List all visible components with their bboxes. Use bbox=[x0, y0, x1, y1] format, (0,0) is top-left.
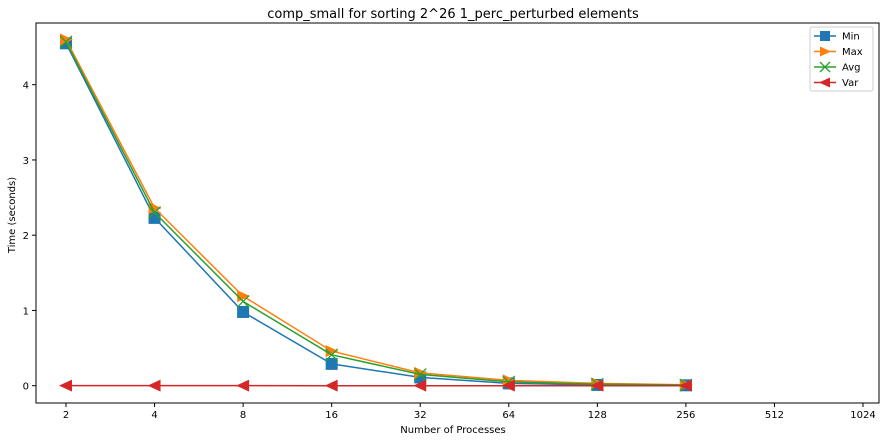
data-point-max bbox=[502, 374, 516, 387]
data-point-var bbox=[147, 379, 161, 392]
series-avg bbox=[59, 35, 693, 392]
series-var bbox=[59, 379, 692, 392]
legend: Min Max Avg Var bbox=[809, 26, 874, 92]
data-point-avg bbox=[59, 35, 73, 49]
x-tick-label: 16 bbox=[325, 410, 338, 421]
x-tick-label: 2 bbox=[63, 410, 69, 421]
legend-marker-max bbox=[820, 46, 831, 57]
x-tick-label: 32 bbox=[414, 410, 427, 421]
data-point-avg bbox=[413, 367, 427, 381]
y-axis-label: Time (seconds) bbox=[7, 177, 18, 254]
data-point-avg bbox=[148, 206, 162, 220]
data-point-var bbox=[413, 379, 427, 392]
legend-label-min: Min bbox=[842, 32, 860, 43]
legend-item-avg: Avg bbox=[814, 61, 861, 74]
data-point-max bbox=[60, 33, 73, 46]
data-point-min bbox=[237, 305, 250, 318]
x-tick-label: 64 bbox=[502, 410, 515, 421]
data-point-min bbox=[148, 211, 161, 224]
data-point-avg bbox=[325, 348, 339, 362]
data-point-max bbox=[148, 202, 162, 215]
series-max bbox=[60, 33, 693, 391]
x-tick-label: 512 bbox=[765, 410, 784, 421]
data-point-var bbox=[59, 379, 72, 392]
data-point-var bbox=[236, 379, 250, 392]
legend-marker-avg bbox=[819, 61, 831, 73]
data-point-var bbox=[324, 379, 338, 392]
legend-label-max: Max bbox=[842, 47, 863, 58]
legend-box bbox=[809, 26, 874, 92]
y-tick-label: 4 bbox=[23, 81, 29, 92]
data-point-max bbox=[414, 366, 428, 379]
y-axis: 0 1 2 3 4 bbox=[23, 81, 36, 393]
x-tick-label: 4 bbox=[151, 410, 157, 421]
y-tick-label: 3 bbox=[23, 156, 29, 167]
data-point-var bbox=[590, 379, 604, 392]
legend-marker-min bbox=[820, 31, 830, 41]
data-point-var bbox=[678, 379, 692, 392]
data-point-avg bbox=[236, 294, 250, 308]
series-min bbox=[60, 37, 692, 392]
x-axis-label: Number of Processes bbox=[400, 425, 505, 436]
legend-marker-var bbox=[819, 77, 830, 88]
series-line-min bbox=[65, 42, 686, 387]
legend-item-var: Var bbox=[814, 77, 859, 89]
y-tick-label: 1 bbox=[23, 306, 29, 317]
series-line-max bbox=[65, 39, 686, 386]
x-tick-label: 8 bbox=[240, 410, 246, 421]
legend-item-min: Min bbox=[814, 31, 860, 43]
series-layer bbox=[59, 33, 693, 392]
y-tick-label: 0 bbox=[23, 382, 29, 393]
plot-area bbox=[35, 22, 880, 404]
data-point-max bbox=[325, 345, 339, 358]
x-tick-label: 1024 bbox=[850, 410, 875, 421]
x-tick-label: 256 bbox=[676, 410, 695, 421]
chart-title: comp_small for sorting 2^26 1_perc_pertu… bbox=[267, 7, 639, 22]
x-tick-label: 128 bbox=[588, 410, 607, 421]
legend-label-avg: Avg bbox=[842, 63, 861, 74]
data-point-min bbox=[325, 357, 338, 370]
x-axis: 2 4 8 16 32 64 128 256 512 1024 bbox=[63, 403, 876, 421]
series-line-avg bbox=[65, 41, 686, 386]
legend-item-max: Max bbox=[814, 46, 863, 58]
legend-label-var: Var bbox=[842, 78, 859, 89]
y-tick-label: 2 bbox=[23, 231, 29, 242]
data-point-var bbox=[501, 379, 515, 392]
